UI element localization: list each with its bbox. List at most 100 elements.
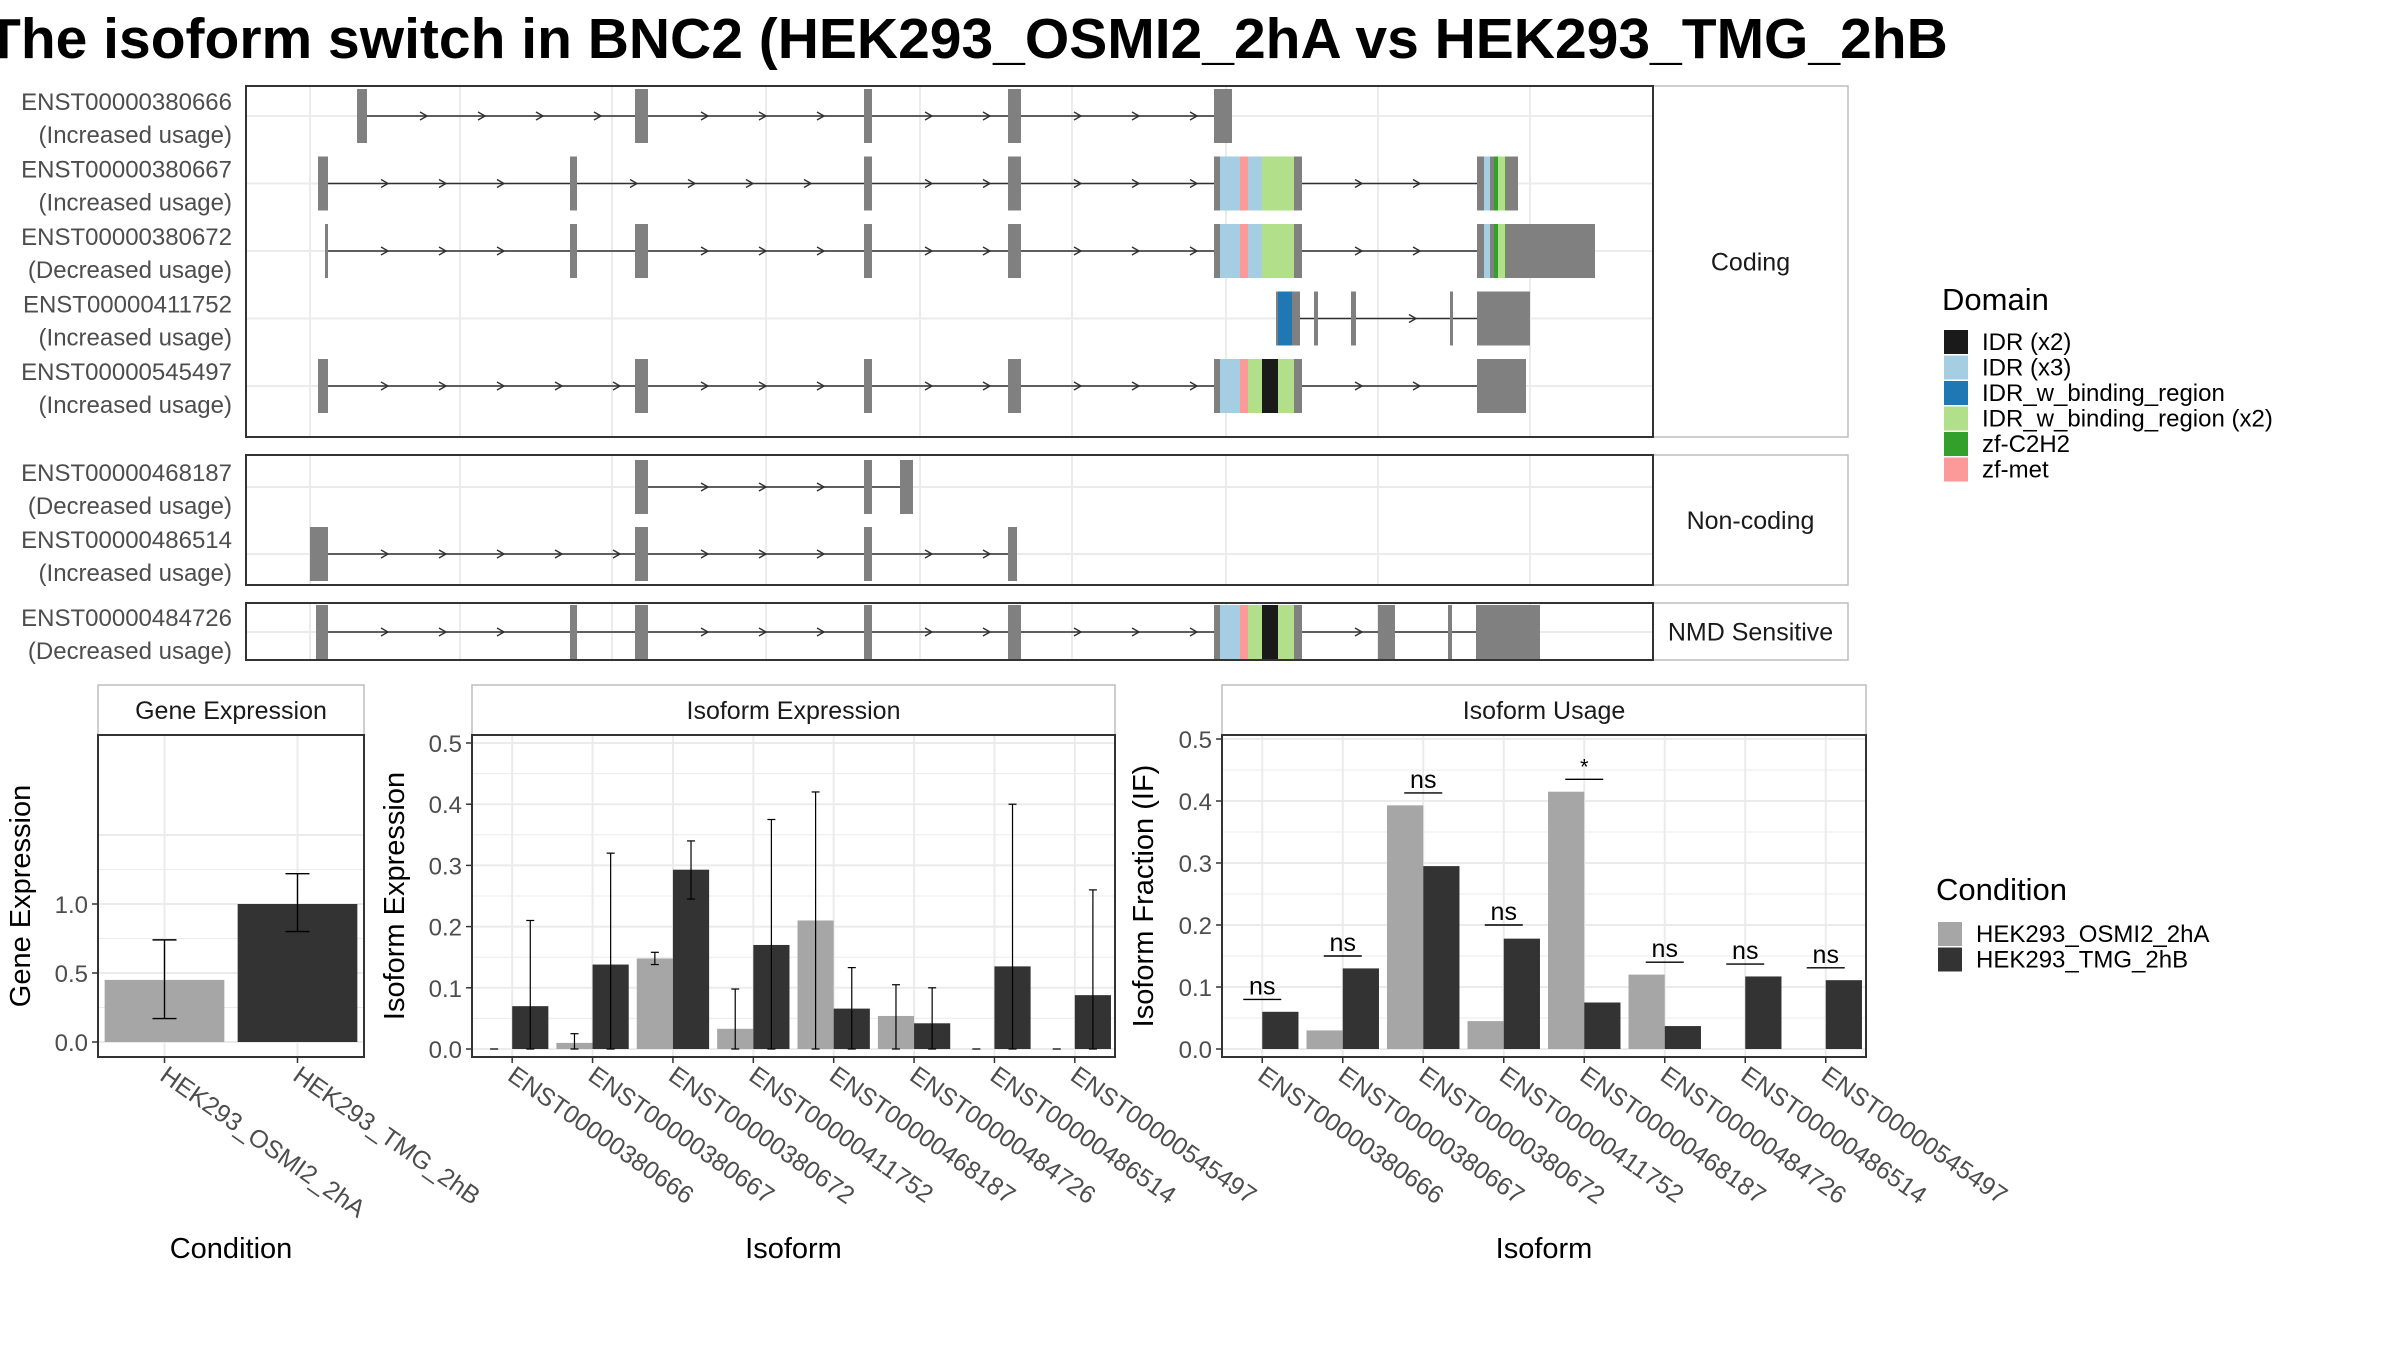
y-tick-label: 0.0 [55, 1030, 88, 1057]
intron-direction-arrow [1412, 246, 1422, 256]
transcript-usage-label: (Increased usage) [39, 560, 232, 587]
intron-direction-arrow [1189, 381, 1199, 391]
domain-legend-label: zf-C2H2 [1982, 431, 2070, 458]
bar [1467, 1021, 1504, 1049]
significance-label: ns [1410, 766, 1436, 794]
transcript-usage-label: (Increased usage) [39, 122, 232, 149]
chart-title: Gene Expression [135, 697, 327, 725]
bar [1306, 1030, 1343, 1049]
transcript-id-label: ENST00000380666 [21, 89, 232, 116]
exon [1378, 605, 1395, 659]
transcript-id-label: ENST00000380672 [21, 224, 232, 251]
condition-legend-title: Condition [1936, 872, 2067, 907]
bar [1628, 974, 1665, 1049]
domain-segment [1262, 605, 1278, 659]
condition-legend-swatch [1938, 922, 1962, 946]
intron-direction-arrow [1412, 178, 1422, 189]
bar [1745, 976, 1782, 1049]
y-axis-title: Gene Expression [5, 785, 37, 1007]
intron-direction-arrow [554, 381, 564, 391]
intron-direction-arrow [700, 549, 710, 559]
page-title: The isoform switch in BNC2 (HEK293_OSMI2… [0, 7, 1948, 71]
intron-direction-arrow [535, 111, 545, 121]
intron-direction-arrow [758, 549, 768, 559]
domain-legend-swatch [1944, 432, 1968, 456]
intron-direction-arrow [700, 627, 710, 637]
intron-direction-arrow [438, 178, 448, 189]
intron-direction-arrow [700, 246, 710, 256]
intron-direction-arrow [438, 381, 448, 391]
domain-segment [1220, 605, 1240, 659]
domain-segment [1278, 291, 1292, 346]
intron-direction-arrow [1073, 627, 1083, 637]
intron-direction-arrow [629, 178, 639, 189]
exon [864, 605, 872, 659]
intron-direction-arrow [758, 111, 768, 121]
exon [318, 359, 328, 413]
facet-strip-label: NMD Sensitive [1668, 619, 1833, 647]
domain-segment [1262, 156, 1294, 211]
intron-direction-arrow [419, 111, 429, 121]
domain-segment [1240, 156, 1248, 211]
bar [1423, 866, 1460, 1049]
exon [864, 460, 872, 514]
intron-direction-arrow [816, 549, 826, 559]
facet-strip [1652, 85, 1849, 438]
bar [1548, 791, 1585, 1049]
intron-direction-arrow [554, 549, 564, 559]
bar [636, 958, 673, 1049]
exon [570, 605, 577, 659]
y-tick-label: 1.0 [55, 892, 88, 919]
exon [1008, 156, 1021, 211]
domain-segment [1278, 605, 1294, 659]
intron-direction-arrow [982, 549, 992, 559]
domain-segment [1262, 359, 1278, 413]
y-tick-label: 0.5 [55, 961, 88, 988]
transcript-id-label: ENST00000484726 [21, 605, 232, 632]
bar [1342, 968, 1379, 1049]
intron-direction-arrow [1408, 313, 1418, 324]
significance-label: ns [1330, 929, 1356, 957]
exon [1008, 89, 1021, 143]
exon [1008, 224, 1021, 278]
domain-segment [1484, 224, 1490, 278]
intron-direction-arrow [758, 627, 768, 637]
exon [570, 224, 577, 278]
intron-direction-arrow [982, 627, 992, 637]
intron-direction-arrow [758, 246, 768, 256]
bar [1387, 805, 1424, 1049]
facet-strip-label: Non-coding [1687, 507, 1815, 535]
intron-direction-arrow [380, 246, 390, 256]
intron-direction-arrow [816, 482, 826, 492]
intron-direction-arrow [1131, 381, 1141, 391]
bar [1825, 980, 1862, 1049]
intron-direction-arrow [1073, 381, 1083, 391]
transcript-id-label: ENST00000380667 [21, 157, 232, 184]
exon [1008, 605, 1021, 659]
domain-segment [1220, 224, 1240, 278]
domain-legend-swatch [1944, 355, 1968, 380]
intron-direction-arrow [380, 549, 390, 559]
intron-direction-arrow [438, 627, 448, 637]
exon [316, 605, 328, 659]
intron-direction-arrow [612, 549, 622, 559]
domain-segment [1262, 224, 1294, 278]
domain-legend-swatch [1944, 330, 1968, 354]
plot-panel-border [1221, 734, 1867, 1058]
domain-legend-label: IDR (x2) [1982, 329, 2071, 356]
intron-direction-arrow [1189, 627, 1199, 637]
exon [1450, 291, 1453, 346]
domain-legend-swatch [1944, 457, 1968, 482]
condition-legend-swatch [1938, 947, 1962, 972]
exon [357, 89, 367, 143]
chart-strip [1221, 684, 1867, 736]
intron-direction-arrow [816, 111, 826, 121]
intron-direction-arrow [1354, 178, 1364, 189]
intron-direction-arrow [982, 381, 992, 391]
intron-direction-arrow [687, 178, 697, 189]
intron-direction-arrow [1412, 381, 1422, 391]
structure-panel-border [245, 602, 1654, 661]
intron-direction-arrow [477, 111, 487, 121]
transcript-id-label: ENST00000545497 [21, 359, 232, 386]
exon [635, 605, 648, 659]
